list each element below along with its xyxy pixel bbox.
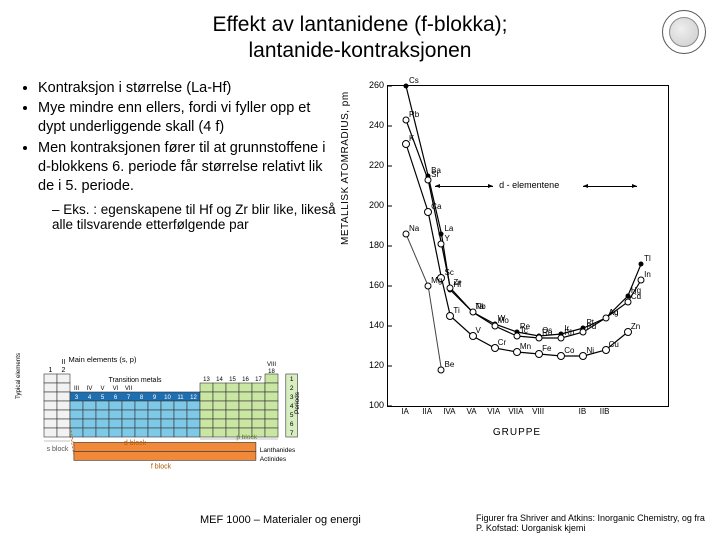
svg-text:Typical elements: Typical elements	[15, 353, 22, 399]
bullet-1: Kontraksjon i størrelse (La-Hf)	[38, 79, 336, 98]
title-line-1: Effekt av lantanidene (f-blokka);	[213, 13, 508, 36]
title-line-2: lantanide-kontraksjonen	[249, 39, 472, 62]
actinides-label: Actinides	[260, 456, 287, 463]
s-block-label: s block	[47, 446, 69, 453]
svg-text:Periods: Periods	[294, 391, 301, 414]
svg-text:17: 17	[255, 377, 262, 383]
svg-text:15: 15	[229, 377, 236, 383]
svg-text:VII: VII	[125, 386, 133, 392]
svg-text:6: 6	[290, 421, 294, 428]
svg-text:10: 10	[164, 395, 171, 401]
d-block-label: d block	[124, 440, 147, 447]
slide-title: Effekt av lantanidene (f-blokka); lantan…	[0, 0, 720, 71]
svg-text:VI: VI	[113, 386, 119, 392]
svg-text:II: II	[62, 359, 66, 366]
svg-text:11: 11	[177, 395, 184, 401]
sub-bullet-list: Eks. : egenskapene til Hf og Zr blir lik…	[16, 202, 336, 232]
svg-text:Transition metals: Transition metals	[108, 377, 162, 384]
chart-y-axis-label: METALLISK ATOMRADIUS, pm	[340, 91, 351, 245]
bullet-2: Mye mindre enn ellers, fordi vi fyller o…	[38, 99, 336, 137]
svg-text:VIII: VIII	[267, 362, 276, 368]
f-block-label: f block	[151, 464, 172, 471]
svg-text:18: 18	[268, 369, 275, 375]
svg-text:13: 13	[203, 377, 210, 383]
svg-text:1: 1	[49, 367, 53, 374]
svg-text:V: V	[100, 386, 104, 392]
bullet-3: Men kontraksjonen fører til at grunnstof…	[38, 139, 336, 196]
main-elements-label: Main elements (s, p)	[69, 355, 137, 364]
footer: MEF 1000 – Materialer og energi Figurer …	[0, 514, 720, 534]
svg-text:16: 16	[242, 377, 249, 383]
atomic-radius-chart: d - elementeneCsBaLaHfTaWReOsIrPtAuHgTlR…	[342, 75, 692, 430]
bullet-list: Kontraksjon i størrelse (La-Hf) Mye mind…	[16, 79, 336, 196]
svg-text:2: 2	[62, 367, 66, 374]
svg-text:2: 2	[290, 385, 294, 392]
d-element-label: d - elementene	[499, 180, 559, 190]
footer-right: Figurer fra Shriver and Atkins: Inorgani…	[476, 514, 706, 534]
chart-x-axis-label: GRUPPE	[342, 427, 692, 438]
svg-text:1: 1	[290, 376, 294, 383]
svg-text:IV: IV	[87, 386, 93, 392]
university-logo	[662, 10, 706, 54]
sub-bullet-1: Eks. : egenskapene til Hf og Zr blir lik…	[52, 202, 336, 232]
chart-column: d - elementeneCsBaLaHfTaWReOsIrPtAuHgTlR…	[336, 75, 702, 430]
svg-text:12: 12	[190, 395, 197, 401]
data-point-Cs	[404, 83, 409, 88]
lanthanides-label: Lanthanides	[260, 447, 296, 454]
svg-text:7: 7	[290, 430, 294, 437]
svg-text:14: 14	[216, 377, 223, 383]
svg-text:III: III	[74, 386, 79, 392]
periodic-table-diagram: Main elements (s, p)12123456734567891011…	[8, 352, 328, 490]
data-point-La	[439, 231, 444, 236]
footer-center: MEF 1000 – Materialer og energi	[200, 514, 361, 534]
p-block-label: p block	[236, 434, 257, 441]
data-point-Tl	[639, 261, 644, 266]
